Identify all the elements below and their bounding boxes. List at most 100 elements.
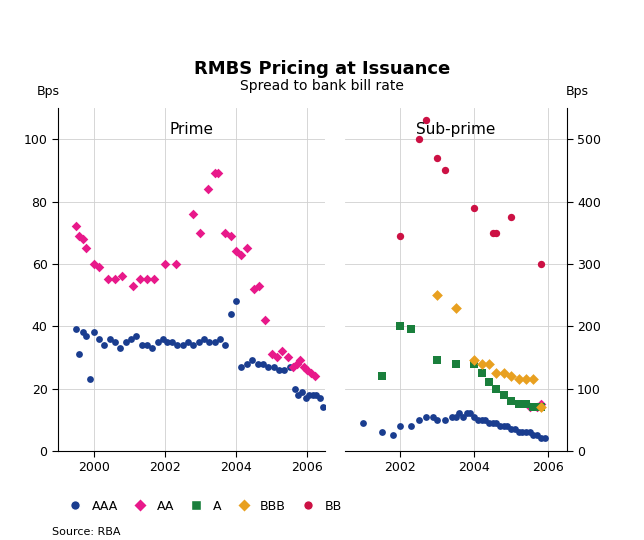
Point [74,232,84,240]
Point [318,403,328,411]
Point [135,275,145,284]
Point [498,369,509,377]
Point [509,425,520,434]
Point [306,369,316,377]
Point [521,428,531,436]
Point [209,169,220,178]
Point [450,359,460,368]
Point [506,372,516,380]
Point [272,353,282,362]
Point [88,260,99,268]
Text: Bps: Bps [566,85,589,98]
Point [249,285,259,293]
Point [528,375,538,383]
Point [74,350,84,359]
Point [388,431,398,440]
Point [506,425,516,434]
Point [421,116,431,125]
Point [462,409,472,418]
Point [209,338,220,346]
Point [153,338,163,346]
Point [71,222,81,231]
Point [278,347,288,355]
Point [513,428,524,436]
Point [450,303,460,312]
Point [506,397,516,406]
Point [204,338,214,346]
Point [536,400,546,408]
Point [71,325,81,334]
Point [406,422,416,430]
Point [491,228,502,237]
Point [160,260,170,268]
Point [536,403,546,411]
Point [315,394,325,402]
Text: RMBS Pricing at Issuance: RMBS Pricing at Issuance [194,60,450,78]
Text: Sub-prime: Sub-prime [416,122,495,137]
Point [194,338,204,346]
Point [215,334,225,343]
Point [242,244,252,253]
Point [299,362,309,371]
Point [258,359,268,368]
Point [142,275,152,284]
Point [528,431,538,440]
Point [297,387,307,396]
Point [178,341,188,349]
Text: Spread to bank bill rate: Spread to bank bill rate [240,79,404,93]
Point [231,297,242,306]
Point [413,135,424,144]
Text: Source: RBA: Source: RBA [52,527,120,537]
Point [274,366,284,374]
Point [110,338,120,346]
Point [308,390,318,399]
Point [525,403,535,411]
Point [484,418,494,427]
Point [513,375,524,383]
Point [188,210,198,218]
Point [88,328,99,337]
Text: Prime: Prime [169,122,214,137]
Point [94,262,104,271]
Point [536,403,546,411]
Point [137,341,147,349]
Point [202,185,213,193]
Point [532,431,542,440]
Point [158,334,168,343]
Point [539,434,549,443]
Point [269,362,279,371]
Point [469,359,479,368]
Point [195,228,205,237]
Point [302,366,312,374]
Point [450,413,460,421]
Point [421,413,431,421]
Point [78,234,88,243]
Point [247,356,258,365]
Point [488,418,498,427]
Point [491,384,502,393]
Point [536,434,546,443]
Point [376,428,386,436]
Point [432,153,442,162]
Point [260,316,270,325]
Point [484,359,494,368]
Point [242,359,252,368]
Point [432,291,442,299]
Point [491,369,502,377]
Point [432,356,442,365]
Point [294,390,304,399]
Text: Bps: Bps [37,85,60,98]
Point [110,275,120,284]
Point [81,331,91,340]
Point [358,418,368,427]
Point [465,409,475,418]
Point [290,384,300,393]
Point [288,362,298,371]
Point [458,413,468,421]
Point [147,344,158,353]
Point [395,422,405,430]
Point [267,350,277,359]
Point [167,338,177,346]
Point [469,413,479,421]
Point [498,422,509,430]
